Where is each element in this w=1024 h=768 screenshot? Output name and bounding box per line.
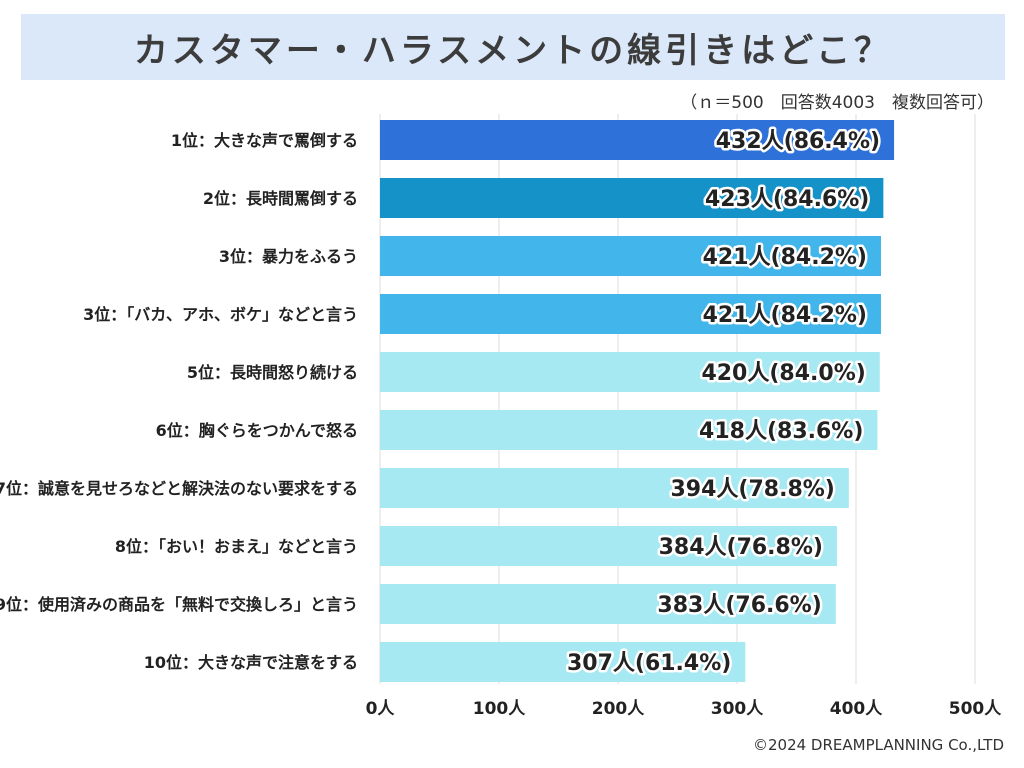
x-tick-label: 400人 — [830, 699, 883, 719]
category-label: 3位：暴力をふるう — [219, 247, 358, 266]
value-label: 418人(83.6%) — [699, 419, 863, 444]
copyright: ©2024 DREAMPLANNING Co.,LTD — [752, 736, 1004, 754]
bar — [380, 178, 884, 218]
sample-note: （ｎ＝500 回答数4003 複数回答可） — [680, 93, 994, 113]
x-tick-label: 100人 — [473, 699, 526, 719]
title-banner: カスタマー・ハラスメントの線引きはどこ？ — [21, 14, 1005, 80]
category-label: 7位：誠意を見せろなどと解決法のない要求をする — [0, 479, 358, 498]
bar — [380, 642, 746, 682]
value-labels: 432人(86.4%) 423人(84.6%) 421人(84.2%) 421人(84… — [564, 127, 882, 679]
category-label: 9位：使用済みの商品を「無料で交換しろ」と言う — [0, 595, 358, 614]
bar — [380, 236, 881, 276]
category-label: 10位：大きな声で注意をする — [144, 653, 358, 672]
bar — [380, 584, 836, 624]
x-tick-label: 0人 — [366, 699, 396, 719]
bar — [380, 526, 837, 566]
x-tick-label: 200人 — [592, 699, 645, 719]
category-label: 5位：長時間怒り続ける — [187, 363, 358, 382]
bar — [380, 120, 895, 160]
bar — [380, 410, 878, 450]
category-label: 2位：長時間罵倒する — [203, 189, 358, 208]
category-labels: 1位：大きな声で罵倒する 2位：長時間罵倒する 3位：暴力をふるう 3位：「バカ、アホ… — [0, 131, 358, 672]
bars — [380, 120, 895, 682]
value-label: 420人(84.0%) — [701, 361, 865, 386]
bar — [380, 352, 880, 392]
value-label: 421人(84.2%) — [703, 245, 867, 270]
x-axis-ticks: 0人 100人 200人 300人 400人 500人 — [366, 699, 1003, 719]
value-label: 307人(61.4%) — [567, 651, 731, 676]
bar — [380, 468, 849, 508]
value-label: 383人(76.6%) — [657, 593, 821, 618]
value-label: 394人(78.8%) — [671, 477, 835, 502]
category-label: 8位：「おい！おまえ」などと言う — [115, 537, 358, 556]
bar — [380, 294, 881, 334]
chart-title: カスタマー・ハラスメントの線引きはどこ？ — [133, 30, 893, 71]
category-label: 1位：大きな声で罵倒する — [171, 131, 358, 150]
category-label: 6位：胸ぐらをつかんで怒る — [156, 421, 358, 440]
x-tick-label: 500人 — [949, 699, 1002, 719]
category-label: 3位：「バカ、アホ、ボケ」などと言う — [83, 305, 358, 324]
value-label: 432人(86.4%) — [716, 129, 880, 154]
value-label: 421人(84.2%) — [703, 303, 867, 328]
x-tick-label: 300人 — [711, 699, 764, 719]
value-label: 384人(76.8%) — [659, 535, 823, 560]
value-label: 423人(84.6%) — [705, 187, 869, 212]
